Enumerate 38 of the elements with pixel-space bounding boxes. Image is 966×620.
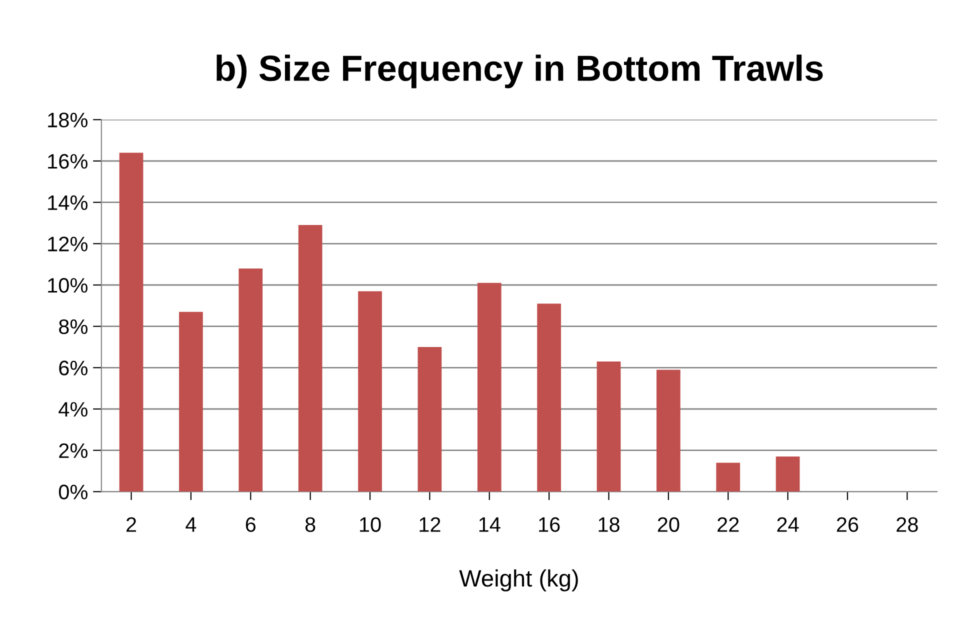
x-tick-label: 2 <box>126 517 136 532</box>
x-tick-label: 22 <box>718 517 739 532</box>
x-tick-label: 14 <box>479 517 500 532</box>
x-tick-label: 8 <box>305 517 316 532</box>
bar <box>119 152 144 492</box>
x-tick-label: 10 <box>360 517 381 532</box>
bar <box>358 291 382 492</box>
bar <box>656 370 680 492</box>
x-tick-label: 20 <box>658 517 680 532</box>
y-tick-label: 18% <box>48 112 88 128</box>
chart-title: b) Size Frequency in Bottom Trawls <box>216 54 823 88</box>
x-axis-title: Weight (kg) <box>459 569 578 592</box>
bar <box>716 462 740 492</box>
y-tick-label: 14% <box>48 195 88 210</box>
x-tick-label: 4 <box>186 517 196 532</box>
y-tick-label: 0% <box>58 484 88 500</box>
x-tick-label: 24 <box>777 517 799 532</box>
bar <box>179 312 203 492</box>
bar <box>238 268 263 492</box>
x-tick-label: 16 <box>539 517 560 532</box>
y-tick-label: 10% <box>48 278 88 293</box>
x-tick-label: 6 <box>246 517 256 532</box>
bar <box>776 456 800 492</box>
y-tick-label: 2% <box>59 443 88 458</box>
y-tick-label: 12% <box>48 236 88 252</box>
bar <box>298 225 322 492</box>
bar <box>596 361 621 492</box>
bar <box>418 346 442 492</box>
y-tick-label: 6% <box>59 360 88 376</box>
x-tick-label: 18 <box>598 517 620 532</box>
bar <box>477 282 502 492</box>
x-tick-label: 28 <box>896 517 918 532</box>
y-tick-label: 4% <box>58 402 88 417</box>
bar <box>537 304 562 492</box>
x-tick-label: 12 <box>420 517 440 532</box>
y-tick-label: 8% <box>59 319 88 334</box>
y-tick-label: 16% <box>48 154 88 169</box>
x-tick-label: 26 <box>836 517 858 532</box>
